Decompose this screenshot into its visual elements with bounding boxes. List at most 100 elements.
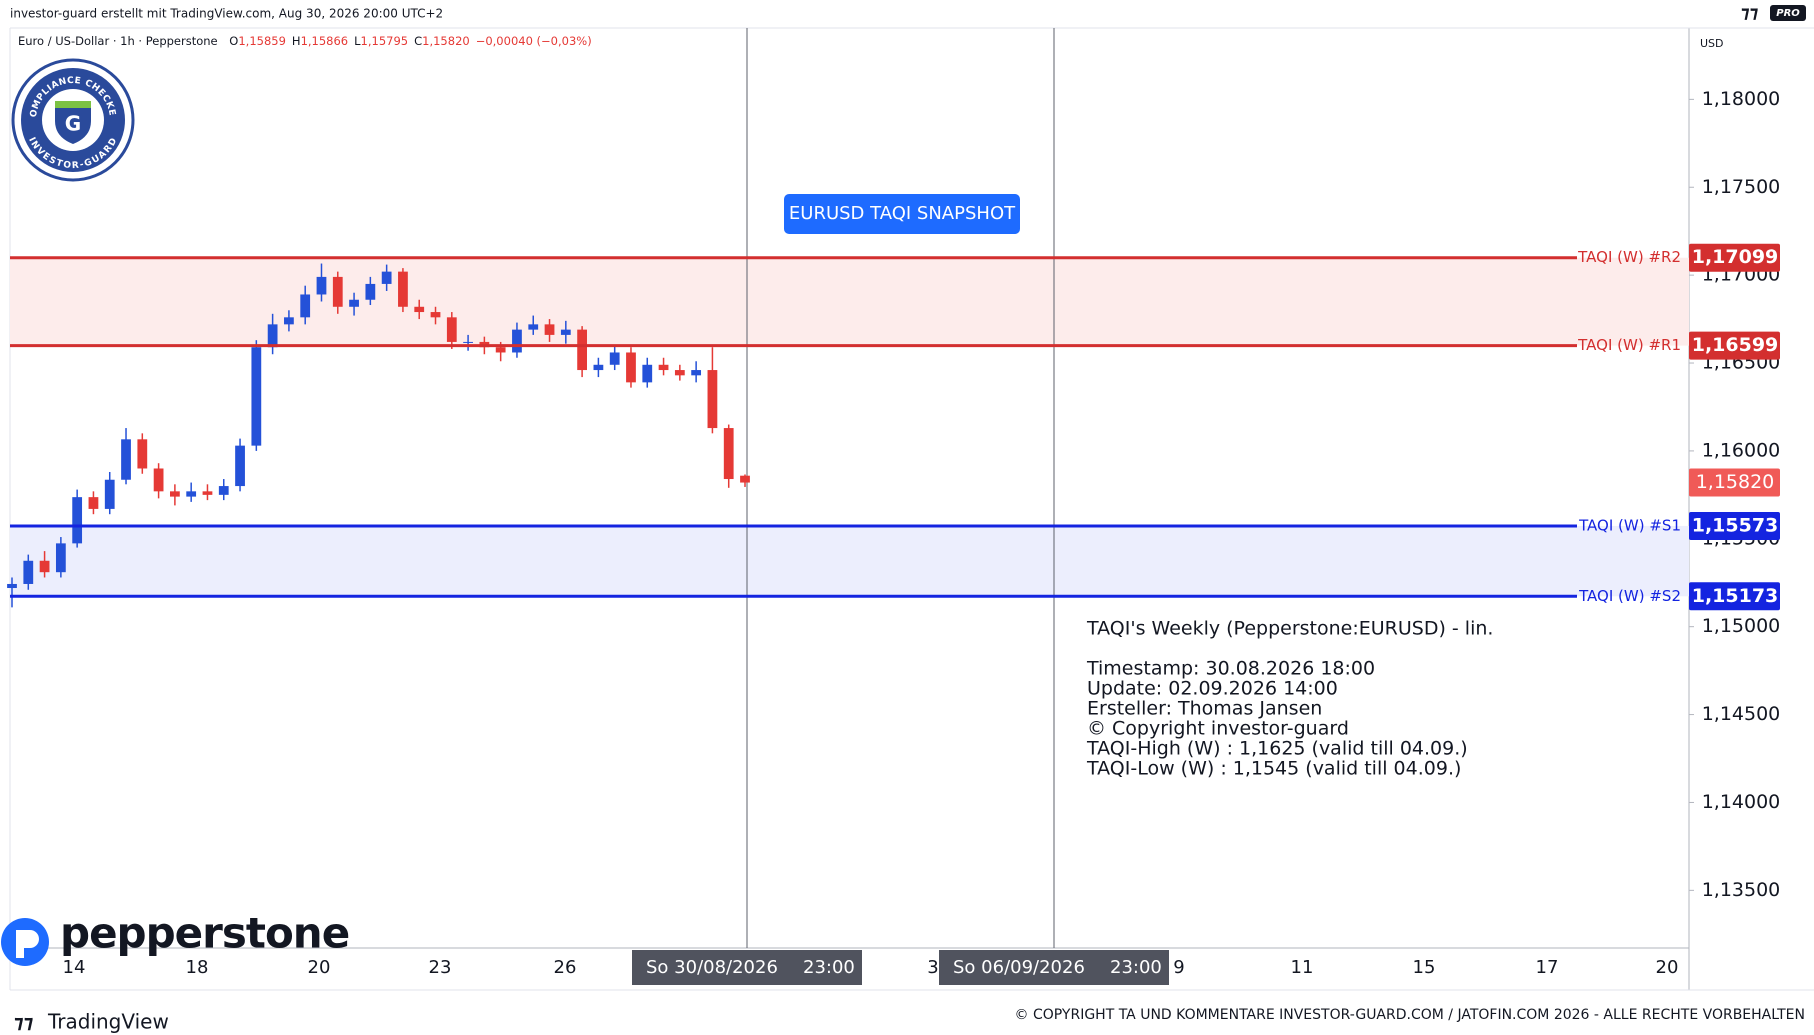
candle-body [39, 560, 50, 573]
candle-body [658, 364, 669, 371]
info-line: Ersteller: Thomas Jansen [1087, 698, 1322, 720]
button-bg[interactable] [784, 194, 1020, 234]
cursor-date: So 30/08/2026 [646, 957, 778, 978]
price-tag-label: 1,15173 [1692, 585, 1779, 607]
x-tick-label: 20 [308, 957, 331, 978]
y-tick-label: 1,17500 [1702, 176, 1781, 198]
plot [7, 28, 1577, 948]
zones [10, 257, 1689, 597]
credit: investor-guard erstellt mit TradingView.… [10, 7, 443, 21]
candle-body [642, 364, 653, 383]
y-tick-label: 1,14000 [1702, 791, 1781, 813]
candle-body [674, 370, 685, 376]
cursor-label-bg [939, 950, 1169, 985]
candle-body [88, 497, 99, 509]
tv-pro-logo: ⁊⁊ PRO [1741, 3, 1806, 23]
badge-letter: G [65, 112, 81, 136]
symbol-legend: Euro / US-Dollar · 1h · Pepperstone O1,1… [18, 34, 592, 48]
candle-body [398, 271, 408, 307]
price-tag-label: 1,15573 [1692, 514, 1779, 536]
candle-body [495, 347, 506, 353]
tv-brand: TradingView [47, 1010, 169, 1034]
level-name: TAQI (W) #S1 [1578, 516, 1681, 534]
x-tick-label: 23 [429, 957, 452, 978]
y-tick-label: 1,15000 [1702, 615, 1781, 637]
copyright: © COPYRIGHT TA UND KOMMENTARE INVESTOR-G… [1015, 1007, 1805, 1023]
level-name: TAQI (W) #S2 [1578, 587, 1681, 605]
candle-body [332, 276, 343, 307]
candle-body [316, 276, 327, 295]
x-tick-label: 9 [1173, 957, 1184, 978]
candle-body [186, 491, 197, 497]
candle-body [446, 317, 457, 342]
button-label[interactable]: EURUSD TAQI SNAPSHOT [789, 203, 1016, 224]
candle-body [691, 370, 702, 376]
candle-body [300, 294, 311, 318]
info-line: Timestamp: 30.08.2026 18:00 [1086, 658, 1375, 680]
badge-shield [55, 101, 91, 144]
y-tick-label: 1,13500 [1702, 879, 1781, 901]
candle-body [723, 428, 734, 480]
candle-body [284, 317, 294, 325]
candle-body [235, 445, 245, 487]
last-price-tag [1689, 468, 1780, 497]
info-line: © Copyright investor-guard [1087, 718, 1349, 740]
x-tick-label: 14 [63, 957, 86, 978]
candle-body [7, 583, 17, 589]
cursor-time: 23:00 [1110, 957, 1162, 978]
tv-icon: ⁊⁊ [1741, 3, 1758, 23]
x-tick-label: 15 [1413, 957, 1436, 978]
candle-body [560, 329, 571, 335]
x-tick-label: 20 [1656, 957, 1679, 978]
price-tag-label: 1,16599 [1692, 334, 1779, 356]
price-tag-label: 1,17099 [1692, 246, 1779, 268]
x-tick-label: 3 [927, 957, 938, 978]
cursor-date: So 06/09/2026 [953, 957, 1085, 978]
level-name: TAQI (W) #R1 [1577, 336, 1681, 354]
badge-stripe [55, 101, 91, 108]
y-tick-label: 1,14500 [1702, 703, 1781, 725]
ohlc-key: O [229, 34, 238, 48]
info-line: Update: 02.09.2026 14:00 [1087, 678, 1338, 700]
ohlc-value: 1,15795 [361, 34, 409, 48]
candle-body [251, 347, 262, 446]
ohlc-key: L [354, 34, 361, 48]
candle-body [528, 324, 539, 330]
ohlc-value: 1,15866 [301, 34, 349, 48]
candle-body [55, 543, 66, 573]
pepperstone-logo: pepperstone [1, 909, 350, 966]
x-tick-label: 11 [1291, 957, 1314, 978]
price-tag [1689, 331, 1780, 360]
info-title: TAQI's Weekly (Pepperstone:EURUSD) - lin… [1086, 618, 1493, 640]
candle-body [137, 439, 148, 469]
price-tag [1689, 582, 1780, 611]
candle-body [153, 468, 164, 492]
snapshot-button[interactable]: EURUSD TAQI SNAPSHOT [784, 194, 1020, 234]
candle-body [430, 312, 441, 318]
candle-body [23, 560, 34, 584]
ohlc-value: 1,15859 [238, 34, 286, 48]
logo-p [16, 930, 39, 958]
symbol: Euro / US-Dollar · 1h · Pepperstone [18, 34, 218, 48]
candle-body [202, 491, 213, 495]
info-line: TAQI-Low (W) : 1,1545 (valid till 04.09.… [1086, 758, 1461, 780]
candle-body [740, 475, 750, 483]
last-price-label: 1,15820 [1696, 471, 1775, 493]
candle-body [170, 491, 180, 497]
candle-body [365, 283, 376, 300]
candle-body [609, 352, 620, 365]
candle-body [104, 479, 115, 509]
y-tick-label: 1,18000 [1702, 88, 1781, 110]
candle-body [349, 299, 359, 307]
y-tick-label: 1,16000 [1702, 439, 1781, 461]
candle-body [463, 341, 473, 343]
change: −0,00040 (−0,03%) [476, 34, 592, 48]
candle-body [626, 352, 636, 383]
price-tag [1689, 243, 1780, 272]
ohlc-value: 1,15820 [422, 34, 470, 48]
pro-text: PRO [1776, 8, 1800, 19]
candle-body [593, 364, 604, 371]
